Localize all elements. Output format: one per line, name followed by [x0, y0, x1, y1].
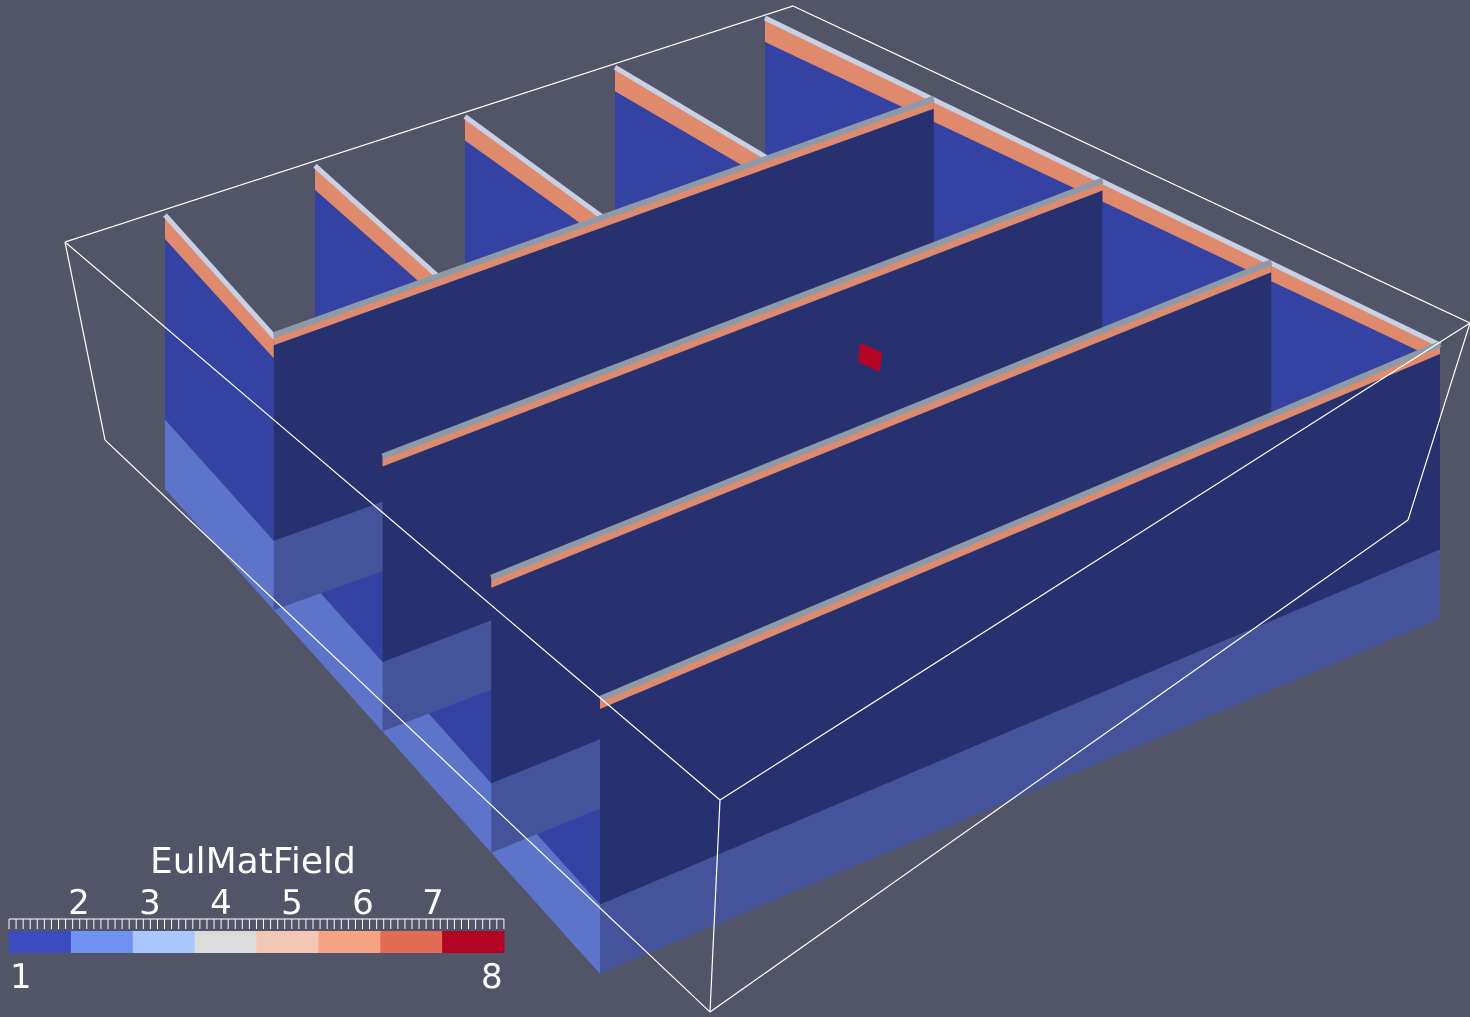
outline-edge	[64, 241, 721, 801]
bounding-box-outline	[64, 5, 1470, 1013]
outline-edge	[64, 241, 106, 441]
cross-panel-beam	[272, 95, 935, 339]
cross-panel-beam	[598, 341, 1442, 702]
outline-edge	[709, 519, 1409, 1013]
outline-edge	[1407, 322, 1470, 521]
hot-spot	[858, 343, 882, 372]
material-panels	[163, 15, 1442, 974]
outline-edge	[64, 5, 794, 243]
cross-panel-beam	[381, 177, 1104, 460]
cross-panel-upper	[273, 99, 934, 541]
cross-panel	[598, 341, 1442, 974]
cross-panel-beam	[490, 259, 1273, 581]
outline-edge	[709, 799, 721, 1013]
outline-edge	[792, 5, 1470, 324]
outline-edge	[104, 439, 711, 1013]
cross-panel-lower-band	[600, 549, 1440, 974]
cross-panel-upper	[600, 345, 1440, 905]
cross-panel-upper	[382, 181, 1103, 663]
cross-panel-upper	[491, 263, 1272, 784]
outline-edge	[719, 322, 1470, 801]
